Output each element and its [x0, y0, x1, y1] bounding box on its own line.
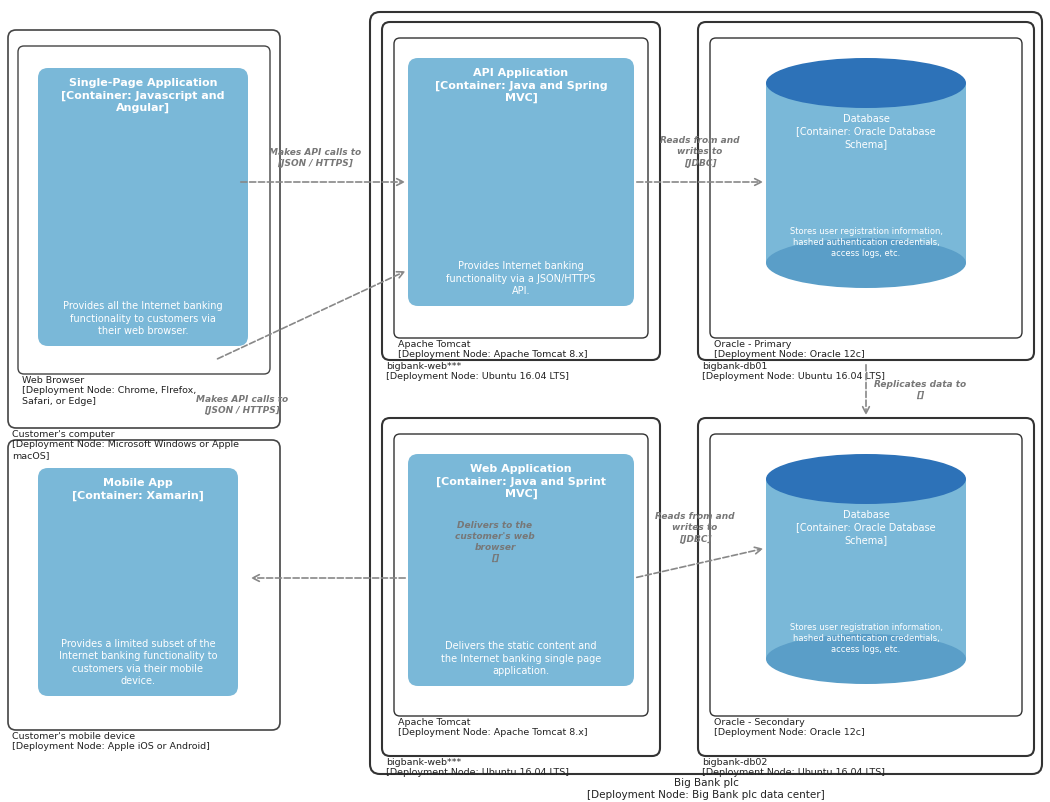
Text: Oracle - Secondary
[Deployment Node: Oracle 12c]: Oracle - Secondary [Deployment Node: Ora…: [714, 718, 865, 737]
Text: Reads from and
writes to
[JDBC]: Reads from and writes to [JDBC]: [660, 136, 740, 168]
Text: Customer's computer
[Deployment Node: Microsoft Windows or Apple
macOS]: Customer's computer [Deployment Node: Mi…: [12, 430, 239, 460]
FancyBboxPatch shape: [382, 418, 660, 756]
Text: API Application
[Container: Java and Spring
MVC]: API Application [Container: Java and Spr…: [435, 68, 607, 103]
FancyBboxPatch shape: [382, 22, 660, 360]
FancyBboxPatch shape: [18, 46, 270, 374]
Text: bigbank-db01
[Deployment Node: Ubuntu 16.04 LTS]: bigbank-db01 [Deployment Node: Ubuntu 16…: [702, 362, 885, 382]
Text: Database
[Container: Oracle Database
Schema]: Database [Container: Oracle Database Sch…: [796, 510, 936, 545]
FancyBboxPatch shape: [408, 454, 634, 686]
Text: Stores user registration information,
hashed authentication credentials,
access : Stores user registration information, ha…: [790, 623, 943, 654]
FancyBboxPatch shape: [8, 30, 280, 428]
Text: Replicates data to
[]: Replicates data to []: [874, 380, 966, 400]
Text: Makes API calls to
[JSON / HTTPS]: Makes API calls to [JSON / HTTPS]: [269, 148, 361, 168]
Text: Database
[Container: Oracle Database
Schema]: Database [Container: Oracle Database Sch…: [796, 114, 936, 149]
Ellipse shape: [766, 454, 966, 504]
Text: Stores user registration information,
hashed authentication credentials,
access : Stores user registration information, ha…: [790, 227, 943, 258]
Text: Delivers to the
customer's web
browser
[]: Delivers to the customer's web browser […: [455, 520, 534, 563]
FancyBboxPatch shape: [38, 68, 248, 346]
Text: Provides Internet banking
functionality via a JSON/HTTPS
API.: Provides Internet banking functionality …: [446, 261, 595, 296]
Text: Web Browser
[Deployment Node: Chrome, FIrefox,
Safari, or Edge]: Web Browser [Deployment Node: Chrome, FI…: [22, 376, 196, 406]
FancyBboxPatch shape: [710, 434, 1022, 716]
Text: Provides a limited subset of the
Internet banking functionality to
customers via: Provides a limited subset of the Interne…: [59, 639, 217, 686]
Bar: [766, 83, 966, 263]
Text: Customer's mobile device
[Deployment Node: Apple iOS or Android]: Customer's mobile device [Deployment Nod…: [12, 732, 210, 751]
Ellipse shape: [766, 238, 966, 288]
Text: bigbank-db02
[Deployment Node: Ubuntu 16.04 LTS]: bigbank-db02 [Deployment Node: Ubuntu 16…: [702, 758, 885, 777]
FancyBboxPatch shape: [408, 58, 634, 306]
FancyBboxPatch shape: [394, 38, 648, 338]
Text: bigbank-web***
[Deployment Node: Ubuntu 16.04 LTS]: bigbank-web*** [Deployment Node: Ubuntu …: [386, 758, 569, 777]
Text: Reads from and
writes to
[JDBC]: Reads from and writes to [JDBC]: [655, 512, 735, 544]
Text: Web Application
[Container: Java and Sprint
MVC]: Web Application [Container: Java and Spr…: [436, 464, 606, 500]
Text: Makes API calls to
[JSON / HTTPS]: Makes API calls to [JSON / HTTPS]: [196, 395, 288, 415]
FancyBboxPatch shape: [370, 12, 1042, 774]
Text: Mobile App
[Container: Xamarin]: Mobile App [Container: Xamarin]: [72, 478, 204, 500]
Text: Provides all the Internet banking
functionality to customers via
their web brows: Provides all the Internet banking functi…: [63, 302, 223, 336]
Bar: [766, 479, 966, 659]
Text: Apache Tomcat
[Deployment Node: Apache Tomcat 8.x]: Apache Tomcat [Deployment Node: Apache T…: [398, 340, 588, 359]
Text: Apache Tomcat
[Deployment Node: Apache Tomcat 8.x]: Apache Tomcat [Deployment Node: Apache T…: [398, 718, 588, 737]
Ellipse shape: [766, 634, 966, 684]
Text: Oracle - Primary
[Deployment Node: Oracle 12c]: Oracle - Primary [Deployment Node: Oracl…: [714, 340, 865, 359]
FancyBboxPatch shape: [698, 22, 1034, 360]
Ellipse shape: [766, 58, 966, 108]
Text: Big Bank plc
[Deployment Node: Big Bank plc data center]: Big Bank plc [Deployment Node: Big Bank …: [587, 778, 825, 800]
FancyBboxPatch shape: [710, 38, 1022, 338]
FancyBboxPatch shape: [394, 434, 648, 716]
Text: bigbank-web***
[Deployment Node: Ubuntu 16.04 LTS]: bigbank-web*** [Deployment Node: Ubuntu …: [386, 362, 569, 382]
FancyBboxPatch shape: [38, 468, 238, 696]
FancyBboxPatch shape: [698, 418, 1034, 756]
Text: Delivers the static content and
the Internet banking single page
application.: Delivers the static content and the Inte…: [441, 642, 601, 676]
Text: Single-Page Application
[Container: Javascript and
Angular]: Single-Page Application [Container: Java…: [61, 78, 225, 113]
FancyBboxPatch shape: [8, 440, 280, 730]
